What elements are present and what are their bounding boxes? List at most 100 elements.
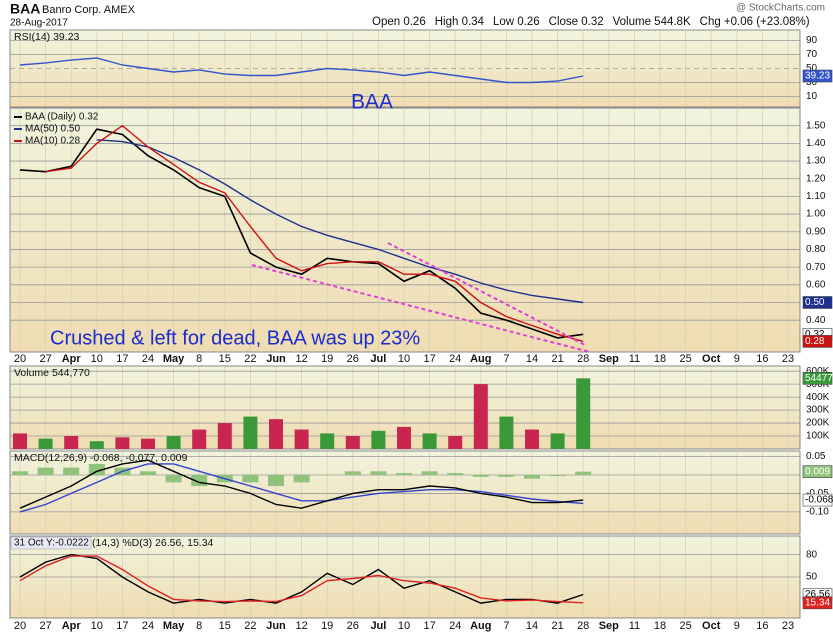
bar	[242, 474, 259, 483]
y-tick-label: 1.10	[806, 191, 826, 202]
y-tick-label: 0.90	[806, 226, 826, 237]
trendline	[387, 242, 586, 346]
quote-item: Chg +0.06 (+23.08%)	[700, 16, 810, 28]
bar	[344, 471, 361, 475]
tooltip-box	[10, 536, 92, 550]
x-tick-label: 10	[398, 353, 410, 365]
x-tick-label: 9	[734, 620, 740, 632]
legend-entry: MA(50) 0.50	[25, 124, 80, 135]
x-tick-label: 27	[39, 620, 51, 632]
bar	[13, 433, 27, 449]
x-tick-label: Apr	[62, 620, 82, 632]
quote-item: Open 0.26	[372, 16, 426, 28]
y-tick-label: 0.60	[806, 279, 826, 290]
y-tick-label: 50	[806, 572, 818, 583]
series-line	[19, 463, 584, 513]
x-tick-label: 28	[577, 353, 589, 365]
series-line	[45, 124, 584, 343]
x-tick-label: 21	[551, 353, 563, 365]
bar	[549, 474, 566, 477]
x-tick-label: Aug	[470, 353, 491, 365]
credit: @ StockCharts.com	[736, 3, 825, 14]
bar	[140, 471, 156, 475]
y-tick-label: 0.40	[806, 315, 826, 326]
y-tick-label: 1.00	[806, 209, 826, 220]
x-tick-label: 24	[449, 353, 461, 365]
x-tick-label: 8	[196, 353, 202, 365]
bar	[88, 463, 105, 475]
bar	[499, 416, 514, 449]
x-tick-label: 18	[654, 620, 666, 632]
x-tick-label: May	[163, 620, 185, 632]
x-tick-label: 9	[734, 353, 740, 365]
x-tick-label: Jun	[266, 620, 286, 632]
x-tick-label: 20	[14, 353, 26, 365]
bar	[269, 419, 283, 449]
bar	[371, 430, 386, 449]
x-tick-label: 12	[295, 620, 307, 632]
y-tick-label: -0.10	[806, 507, 829, 518]
bar	[319, 474, 336, 476]
macd-panel	[9, 450, 801, 535]
x-tick-label: 14	[526, 620, 538, 632]
x-tick-label: 23	[782, 620, 794, 632]
annotation: Crushed & left for dead, BAA was up 23%	[50, 327, 420, 349]
bar	[64, 436, 79, 449]
y-tick-label: 1.20	[806, 173, 826, 184]
quote-item: High 0.34	[435, 16, 485, 28]
x-tick-label: 23	[782, 353, 794, 365]
bar	[141, 438, 155, 449]
x-tick-label: 7	[503, 620, 509, 632]
last-value-box	[802, 69, 833, 83]
x-tick-label: Jul	[370, 620, 386, 632]
last-value-label: 0.28	[805, 336, 825, 347]
x-tick-label: 22	[244, 620, 256, 632]
bar	[421, 471, 438, 475]
y-tick-label: 10	[806, 91, 818, 102]
quote: Open 0.26 High 0.34 Low 0.26 Close 0.32 Volu…	[372, 16, 810, 28]
legend-entry: MA(10) 0.28	[25, 136, 80, 147]
x-tick-label: Sep	[599, 353, 619, 365]
x-tick-label: 28	[577, 620, 589, 632]
bar	[320, 433, 335, 449]
panel-title: MACD(12,26,9) -0.068, -0.077, 0.009	[14, 452, 188, 464]
x-tick-label: 20	[14, 620, 26, 632]
x-tick-label: 21	[551, 620, 563, 632]
bar	[576, 378, 591, 449]
x-tick-label: 16	[756, 353, 768, 365]
x-tick-label: 10	[91, 620, 103, 632]
bar	[166, 436, 181, 449]
bar	[38, 438, 53, 449]
trendline	[251, 264, 591, 353]
bar	[192, 429, 207, 449]
x-tick-label: 14	[526, 353, 538, 365]
symbol: BAA	[10, 1, 40, 17]
x-tick-label: 8	[196, 620, 202, 632]
x-tick-label: 12	[295, 353, 307, 365]
last-value-label: 0.32	[805, 329, 825, 340]
x-tick-label: 15	[219, 353, 231, 365]
bar	[63, 467, 80, 475]
last-value-label: -0.068	[805, 495, 833, 506]
x-tick-label: 17	[423, 353, 435, 365]
x-tick-label: 19	[321, 353, 333, 365]
bar	[498, 474, 515, 477]
x-tick-label: Oct	[702, 353, 721, 365]
x-tick-label: 25	[679, 353, 691, 365]
x-tick-label: 10	[91, 353, 103, 365]
last-value-label: 26.56	[805, 589, 830, 600]
x-tick-label: 16	[756, 620, 768, 632]
quote-item: Close 0.32	[549, 16, 604, 28]
last-value-box	[802, 493, 833, 507]
series-line	[19, 128, 584, 339]
bar	[345, 436, 360, 449]
x-tick-label: 11	[629, 620, 640, 632]
bar	[165, 474, 182, 483]
last-value-box	[802, 296, 833, 309]
y-tick-label: 70	[806, 49, 818, 60]
bar	[396, 473, 412, 475]
y-tick-label: 50	[806, 63, 818, 74]
y-tick-label: 0.05	[806, 451, 826, 462]
legend-entry: BAA (Daily) 0.32	[25, 112, 99, 123]
series-line	[19, 57, 584, 84]
